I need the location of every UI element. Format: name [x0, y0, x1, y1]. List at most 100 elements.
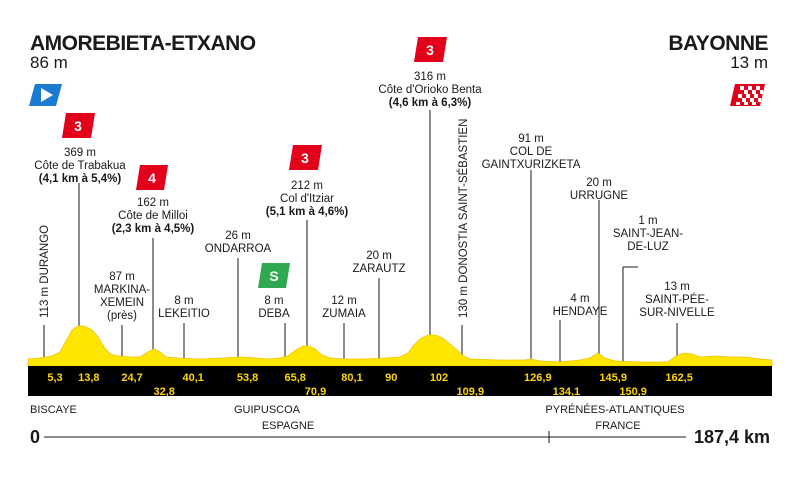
svg-text:(2,3 km à 4,5%): (2,3 km à 4,5%) [112, 223, 195, 235]
km-marker: 32,8 [153, 386, 174, 398]
label-markina: 87 m MARKINA- XEMEIN (près) [94, 271, 150, 322]
km-marker: 134,1 [553, 386, 581, 398]
label-saint-pee-sur-nivelle: 13 m SAINT-PÉE- SUR-NIVELLE [639, 281, 715, 319]
svg-text:SAINT-PÉE-: SAINT-PÉE- [645, 293, 709, 306]
svg-text:LEKEITIO: LEKEITIO [158, 308, 210, 320]
climb-label-orioko: 316 m Côte d'Orioko Benta (4,6 km à 6,3%… [378, 71, 482, 109]
svg-text:Côte d'Orioko Benta: Côte d'Orioko Benta [378, 84, 482, 96]
distance-end: 187,4 km [694, 427, 770, 447]
svg-text:8 m: 8 m [264, 295, 283, 307]
km-marker: 5,3 [47, 372, 62, 384]
locator-lines [43, 110, 678, 366]
km-marker: 80,1 [341, 372, 362, 384]
km-marker: 24,7 [121, 372, 142, 384]
label-lekeitio: 8 m LEKEITIO [158, 295, 210, 320]
svg-text:ZUMAIA: ZUMAIA [322, 308, 366, 320]
km-markers-bottom: 32,8 70,9 109,9 134,1 150,9 [153, 386, 646, 398]
finish-altitude: 13 m [730, 53, 768, 72]
svg-text:212 m: 212 m [291, 180, 323, 192]
distance-start: 0 [30, 427, 40, 447]
svg-text:162 m: 162 m [137, 197, 169, 209]
climb-badge-milloi: 4 [136, 165, 168, 190]
svg-text:12 m: 12 m [331, 295, 357, 307]
km-marker: 13,8 [78, 372, 99, 384]
label-urrugne: 20 m URRUGNE [570, 177, 628, 202]
label-zarautz: 20 m ZARAUTZ [352, 250, 405, 275]
region-biscaye: BISCAYE [30, 404, 77, 416]
svg-text:SAINT-JEAN-: SAINT-JEAN- [613, 228, 683, 240]
km-marker: 53,8 [237, 372, 258, 384]
label-zumaia: 12 m ZUMAIA [322, 295, 366, 320]
svg-text:ZARAUTZ: ZARAUTZ [352, 263, 405, 275]
svg-text:HENDAYE: HENDAYE [553, 306, 608, 318]
start-altitude: 86 m [30, 53, 68, 72]
svg-text:Col d'Itziar: Col d'Itziar [280, 193, 334, 205]
km-marker: 126,9 [524, 372, 552, 384]
svg-text:20 m: 20 m [366, 250, 392, 262]
country-espagne: ESPAGNE [262, 420, 314, 432]
svg-text:URRUGNE: URRUGNE [570, 190, 628, 202]
svg-text:DEBA: DEBA [258, 308, 290, 320]
km-marker: 109,9 [457, 386, 485, 398]
svg-text:4 m: 4 m [570, 293, 589, 305]
label-deba: 8 m DEBA [258, 295, 290, 320]
svg-text:GAINTXURIZKETA: GAINTXURIZKETA [482, 159, 581, 171]
svg-text:87 m: 87 m [109, 271, 135, 283]
svg-text:3: 3 [74, 118, 82, 134]
start-city: AMOREBIETA-ETXANO [30, 32, 256, 55]
region-pyrenees-atlantiques: PYRÉNÉES-ATLANTIQUES [545, 403, 684, 416]
climb-badge-trabakua: 3 [62, 113, 95, 138]
svg-text:ONDARROA: ONDARROA [205, 243, 272, 255]
km-marker: 90 [385, 372, 397, 384]
svg-text:(5,1 km à 4,6%): (5,1 km à 4,6%) [266, 206, 349, 218]
start-flag-icon [29, 84, 62, 106]
svg-text:316 m: 316 m [414, 71, 446, 83]
svg-text:MARKINA-: MARKINA- [94, 284, 150, 296]
km-marker: 70,9 [305, 386, 326, 398]
svg-text:8 m: 8 m [174, 295, 193, 307]
svg-text:26 m: 26 m [225, 230, 251, 242]
svg-text:XEMEIN: XEMEIN [100, 297, 144, 309]
svg-text:(4,1 km à 5,4%): (4,1 km à 5,4%) [39, 173, 122, 185]
label-ondarroa: 26 m ONDARROA [205, 230, 272, 255]
km-marker: 162,5 [665, 372, 693, 384]
svg-text:SUR-NIVELLE: SUR-NIVELLE [639, 307, 715, 319]
svg-text:Côte de Trabakua: Côte de Trabakua [34, 160, 126, 172]
svg-text:Côte de Milloi: Côte de Milloi [118, 210, 188, 222]
km-markers-top: 5,3 13,8 24,7 40,1 53,8 65,8 80,1 90 102 126,9 145… [47, 372, 693, 384]
label-durango: 113 m DURANGO [39, 225, 51, 318]
label-saint-jean-de-luz: 1 m SAINT-JEAN- DE-LUZ [613, 215, 683, 253]
svg-text:4: 4 [148, 170, 156, 186]
km-marker: 40,1 [182, 372, 203, 384]
svg-text:3: 3 [426, 42, 434, 58]
climb-label-itziar: 212 m Col d'Itziar (5,1 km à 4,6%) [266, 180, 349, 218]
km-marker: 65,8 [284, 372, 305, 384]
region-guipuscoa: GUIPUSCOA [234, 404, 301, 416]
svg-text:13 m: 13 m [664, 281, 690, 293]
svg-text:369 m: 369 m [64, 147, 96, 159]
svg-text:DE-LUZ: DE-LUZ [627, 241, 669, 253]
svg-text:3: 3 [301, 150, 309, 166]
country-france: FRANCE [595, 420, 640, 432]
finish-flag-icon [730, 84, 765, 106]
svg-text:(4,6 km à 6,3%): (4,6 km à 6,3%) [389, 97, 472, 109]
climb-label-milloi: 162 m Côte de Milloi (2,3 km à 4,5%) [112, 197, 195, 235]
svg-text:91 m: 91 m [518, 133, 544, 145]
climb-badge-itziar: 3 [289, 145, 322, 170]
km-marker: 150,9 [619, 386, 647, 398]
distance-band [28, 366, 772, 396]
svg-text:20 m: 20 m [586, 177, 612, 189]
climb-label-trabakua: 369 m Côte de Trabakua (4,1 km à 5,4%) [34, 147, 126, 185]
label-gaintxurizketa: 91 m COL DE GAINTXURIZKETA [482, 133, 581, 171]
climb-badge-orioko: 3 [414, 37, 447, 62]
svg-text:S: S [269, 268, 278, 284]
km-marker: 102 [430, 372, 448, 384]
km-marker: 145,9 [599, 372, 627, 384]
svg-text:(près): (près) [107, 310, 137, 322]
elevation-profile [27, 325, 773, 367]
label-hendaye: 4 m HENDAYE [553, 293, 608, 318]
svg-text:COL DE: COL DE [510, 146, 553, 158]
finish-city: BAYONNE [668, 32, 768, 55]
svg-text:1 m: 1 m [638, 215, 657, 227]
